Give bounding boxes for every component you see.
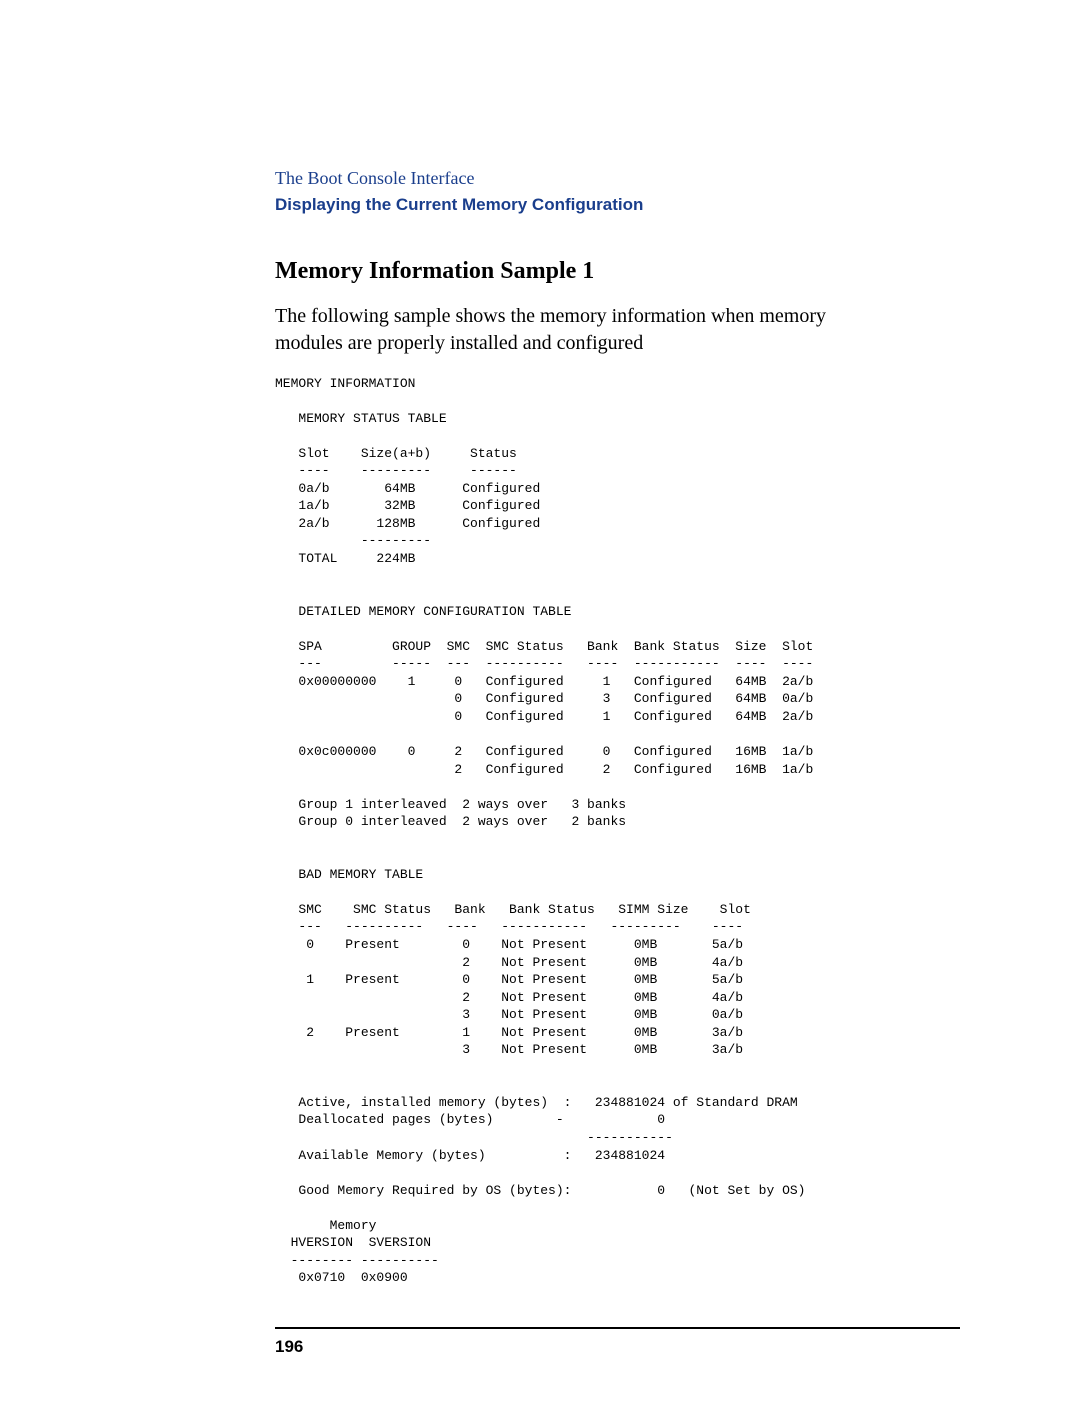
page: The Boot Console Interface Displaying th…	[0, 0, 1080, 1417]
footer-rule	[275, 1327, 960, 1329]
intro-paragraph: The following sample shows the memory in…	[275, 303, 835, 357]
chapter-title: The Boot Console Interface	[275, 165, 960, 192]
section-title-header: Displaying the Current Memory Configurat…	[275, 192, 960, 218]
memory-info-block: MEMORY INFORMATION MEMORY STATUS TABLE S…	[275, 375, 960, 1287]
page-number: 196	[275, 1337, 960, 1357]
section-heading: Memory Information Sample 1	[275, 258, 960, 285]
page-header: The Boot Console Interface Displaying th…	[275, 165, 960, 218]
